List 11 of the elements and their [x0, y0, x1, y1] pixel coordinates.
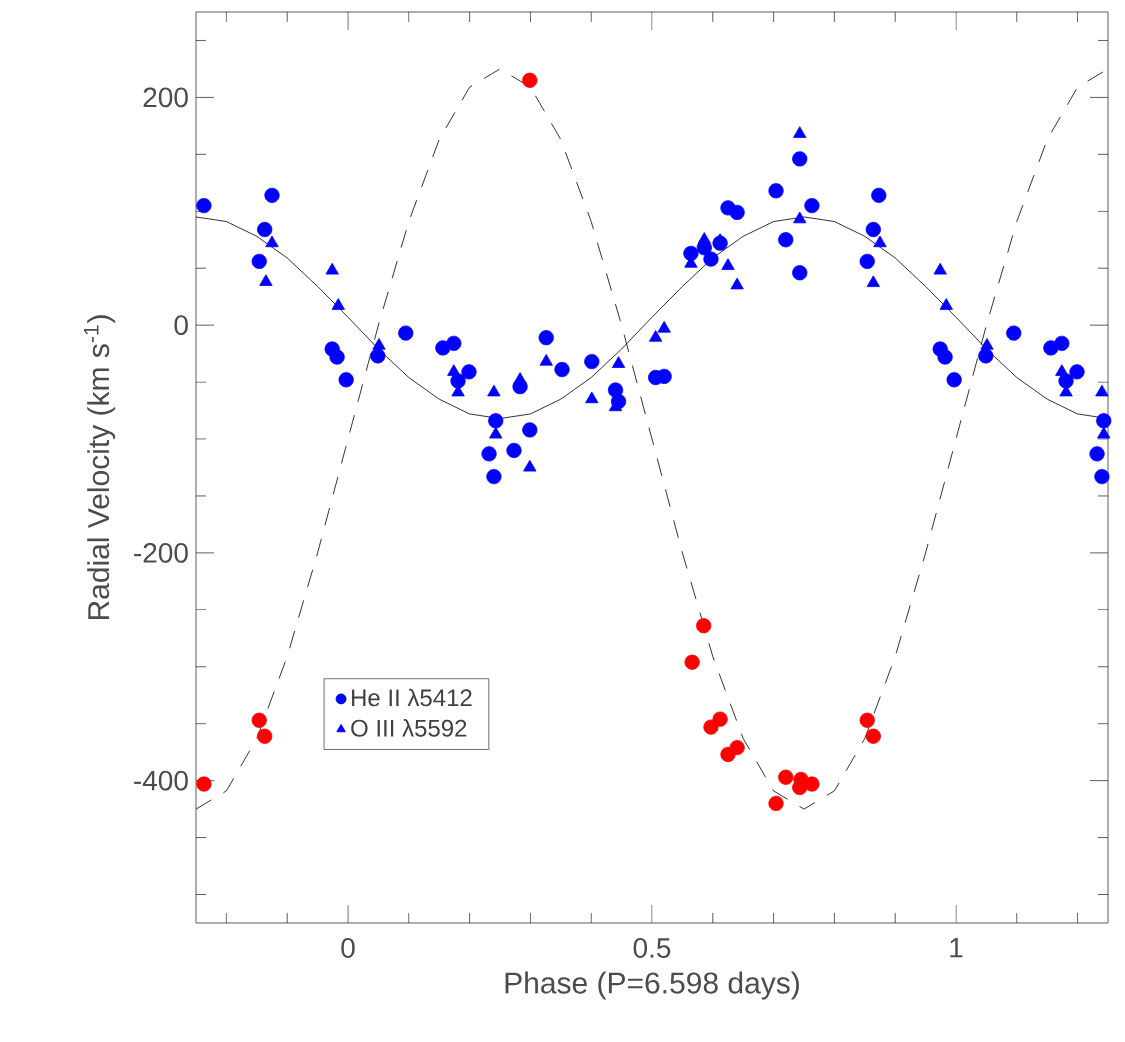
- x-axis-title: Phase (P=6.598 days): [505, 971, 799, 1000]
- x-tick-label: 0.5: [633, 938, 671, 958]
- legend-label: He II λ5412: [352, 688, 472, 707]
- y-tick-label: -200: [134, 542, 188, 563]
- x-tick-label: 0: [341, 938, 355, 958]
- y-tick-label: 200: [143, 87, 188, 108]
- y-tick-label: -400: [134, 770, 188, 791]
- legend-label: O III λ5592: [351, 719, 467, 737]
- y-tick-label: 0: [174, 315, 188, 336]
- x-tick-label: 1: [950, 938, 963, 958]
- y-axis-title: Radial Velocity (km s$^{-1}$): [84, 315, 116, 620]
